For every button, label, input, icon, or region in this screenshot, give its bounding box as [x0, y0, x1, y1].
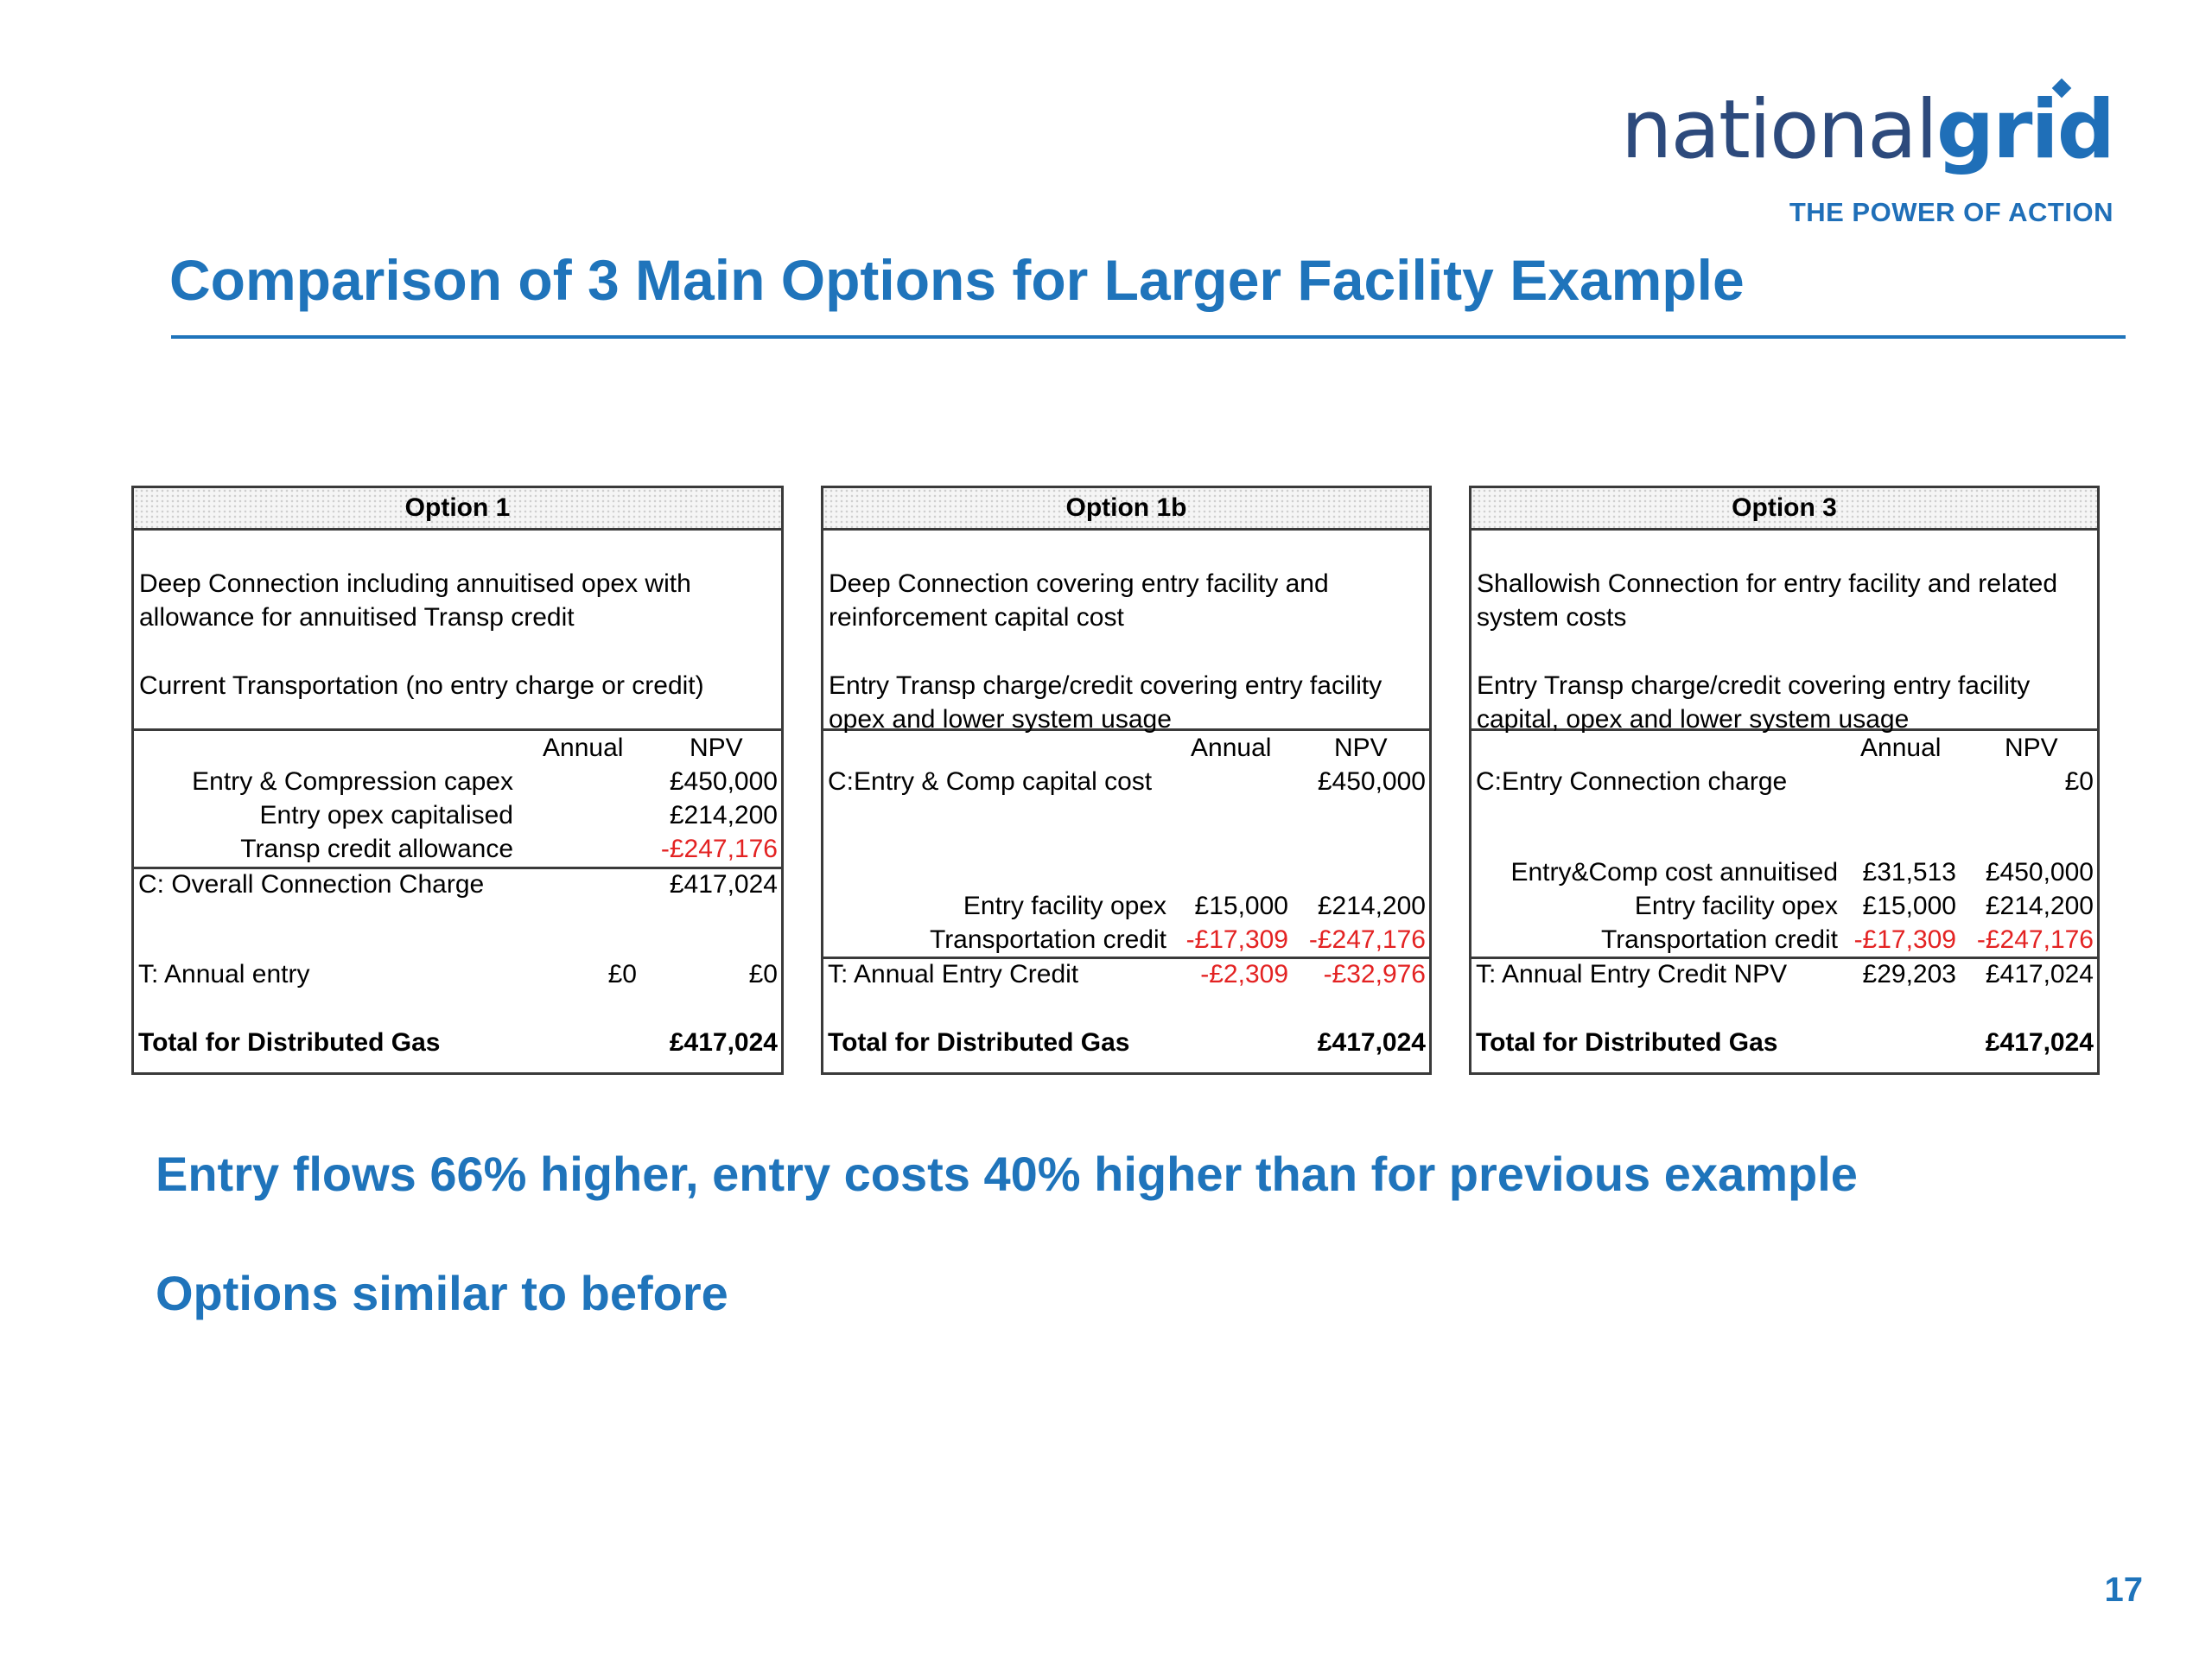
- option1-col-annual: Annual: [543, 734, 624, 762]
- row-label: Entry facility opex: [963, 892, 1166, 920]
- option3-desc-line1: Shallowish Connection for entry facility…: [1477, 569, 2058, 632]
- total-row: Total for Distributed Gas £417,024: [823, 1026, 1429, 1059]
- row-annual: £31,513: [1862, 858, 1956, 887]
- page-number: 17: [2104, 1571, 2144, 1609]
- option1b-col-npv: NPV: [1334, 734, 1388, 762]
- row-npv: £0: [748, 960, 778, 988]
- total-npv: £417,024: [1985, 1028, 2094, 1057]
- row-label: Entry facility opex: [1634, 892, 1838, 920]
- table-row: C:Entry & Comp capital cost £450,000: [823, 765, 1429, 798]
- row-npv: £0: [2064, 767, 2094, 796]
- row-npv: £450,000: [1317, 767, 1426, 796]
- row-label: T: Annual Entry Credit NPV: [1476, 960, 1788, 988]
- row-npv: £417,024: [669, 870, 778, 899]
- option1-body: Annual NPV Entry & Compression capex £45…: [134, 731, 781, 1072]
- table-row: Entry & Compression capex £450,000: [134, 765, 781, 798]
- title-underline: [171, 335, 2126, 339]
- table-row: T: Annual Entry Credit -£2,309 -£32,976: [823, 957, 1429, 991]
- row-label: T: Annual Entry Credit: [828, 960, 1079, 988]
- option1b-body: Annual NPV C:Entry & Comp capital cost £…: [823, 731, 1429, 1072]
- total-npv: £417,024: [669, 1028, 778, 1057]
- option1-table: Option 1 Deep Connection including annui…: [131, 486, 784, 1075]
- table-row: T: Annual entry £0 £0: [134, 957, 781, 991]
- row-label: T: Annual entry: [138, 960, 310, 988]
- total-label: Total for Distributed Gas: [138, 1028, 441, 1057]
- row-divider: [134, 867, 781, 869]
- total-row: Total for Distributed Gas £417,024: [1471, 1026, 2097, 1059]
- row-annual: £29,203: [1862, 960, 1956, 988]
- row-label: Entry & Compression capex: [192, 767, 513, 796]
- option1b-column-headers: Annual NPV: [823, 731, 1429, 765]
- option3-desc-line2: Entry Transp charge/credit covering entr…: [1477, 671, 2031, 734]
- table-row: C:Entry Connection charge £0: [1471, 765, 2097, 798]
- summary-line-2: Options similar to before: [156, 1266, 728, 1320]
- option1b-table: Option 1b Deep Connection covering entry…: [821, 486, 1432, 1075]
- option3-table: Option 3 Shallowish Connection for entry…: [1469, 486, 2100, 1075]
- option1b-desc-line2: Entry Transp charge/credit covering entr…: [829, 671, 1382, 734]
- row-divider: [823, 957, 1429, 959]
- total-row: Total for Distributed Gas £417,024: [134, 1026, 781, 1059]
- table-row: Entry facility opex £15,000 £214,200: [1471, 889, 2097, 923]
- option1-desc-line1: Deep Connection including annuitised ope…: [139, 569, 691, 632]
- row-npv: -£32,976: [1323, 960, 1426, 988]
- total-label: Total for Distributed Gas: [1476, 1028, 1778, 1057]
- option1-column-headers: Annual NPV: [134, 731, 781, 765]
- row-label: C:Entry Connection charge: [1476, 767, 1788, 796]
- row-npv: £214,200: [1317, 892, 1426, 920]
- row-annual: £15,000: [1194, 892, 1288, 920]
- table-row: Entry&Comp cost annuitised £31,513 £450,…: [1471, 855, 2097, 889]
- option1b-col-annual: Annual: [1191, 734, 1272, 762]
- option3-column-headers: Annual NPV: [1471, 731, 2097, 765]
- row-npv: £214,200: [669, 801, 778, 830]
- logo-tagline: THE POWER OF ACTION: [1789, 197, 2113, 227]
- option3-description: Shallowish Connection for entry facility…: [1471, 531, 2097, 734]
- option3-col-annual: Annual: [1860, 734, 1942, 762]
- logo-word-bold: grid: [1936, 83, 2115, 177]
- row-label: Entry opex capitalised: [259, 801, 514, 830]
- table-row: Entry facility opex £15,000 £214,200: [823, 889, 1429, 923]
- total-label: Total for Distributed Gas: [828, 1028, 1130, 1057]
- row-divider: [1471, 957, 2097, 959]
- row-label: Entry&Comp cost annuitised: [1510, 858, 1838, 887]
- row-label: Transportation credit: [1600, 925, 1838, 954]
- row-npv: £214,200: [1985, 892, 2094, 920]
- logo-wordmark: nationalgrid: [1621, 90, 2115, 171]
- table-row: Transportation credit -£17,309 -£247,176: [1471, 923, 2097, 957]
- option1b-header: Option 1b: [823, 488, 1429, 531]
- option3-header: Option 3: [1471, 488, 2097, 531]
- nationalgrid-logo: nationalgrid THE POWER OF ACTION: [1621, 78, 2115, 228]
- option1-header: Option 1: [134, 488, 781, 531]
- row-annual: -£17,309: [1853, 925, 1956, 954]
- option3-body: Annual NPV C:Entry Connection charge £0 …: [1471, 731, 2097, 1072]
- option1-description: Deep Connection including annuitised ope…: [134, 531, 781, 731]
- table-row: Entry opex capitalised £214,200: [134, 798, 781, 832]
- row-label: Transportation credit: [929, 925, 1166, 954]
- table-row: T: Annual Entry Credit NPV £29,203 £417,…: [1471, 957, 2097, 991]
- option1-col-npv: NPV: [690, 734, 743, 762]
- slide-title: Comparison of 3 Main Options for Larger …: [169, 248, 1745, 312]
- logo-word-light: national: [1620, 83, 1938, 177]
- table-row: Transp credit allowance -£247,176: [134, 832, 781, 866]
- row-npv: -£247,176: [1976, 925, 2094, 954]
- row-npv: £417,024: [1985, 960, 2094, 988]
- table-row: Transportation credit -£17,309 -£247,176: [823, 923, 1429, 957]
- total-npv: £417,024: [1317, 1028, 1426, 1057]
- option1-desc-line2: Current Transportation (no entry charge …: [139, 671, 704, 700]
- row-npv: -£247,176: [1308, 925, 1426, 954]
- row-annual: -£17,309: [1185, 925, 1288, 954]
- summary-line-1: Entry flows 66% higher, entry costs 40% …: [156, 1147, 1858, 1201]
- option1b-desc-line1: Deep Connection covering entry facility …: [829, 569, 1329, 632]
- row-annual: -£2,309: [1200, 960, 1288, 988]
- option1b-description: Deep Connection covering entry facility …: [823, 531, 1429, 734]
- table-row: C: Overall Connection Charge £417,024: [134, 868, 781, 901]
- row-label: C:Entry & Comp capital cost: [828, 767, 1153, 796]
- row-npv: £450,000: [1985, 858, 2094, 887]
- row-annual: £0: [607, 960, 637, 988]
- row-npv: -£247,176: [660, 835, 778, 863]
- row-annual: £15,000: [1862, 892, 1956, 920]
- row-label: Transp credit allowance: [240, 835, 513, 863]
- row-label: C: Overall Connection Charge: [138, 870, 485, 899]
- option3-col-npv: NPV: [2005, 734, 2058, 762]
- row-npv: £450,000: [669, 767, 778, 796]
